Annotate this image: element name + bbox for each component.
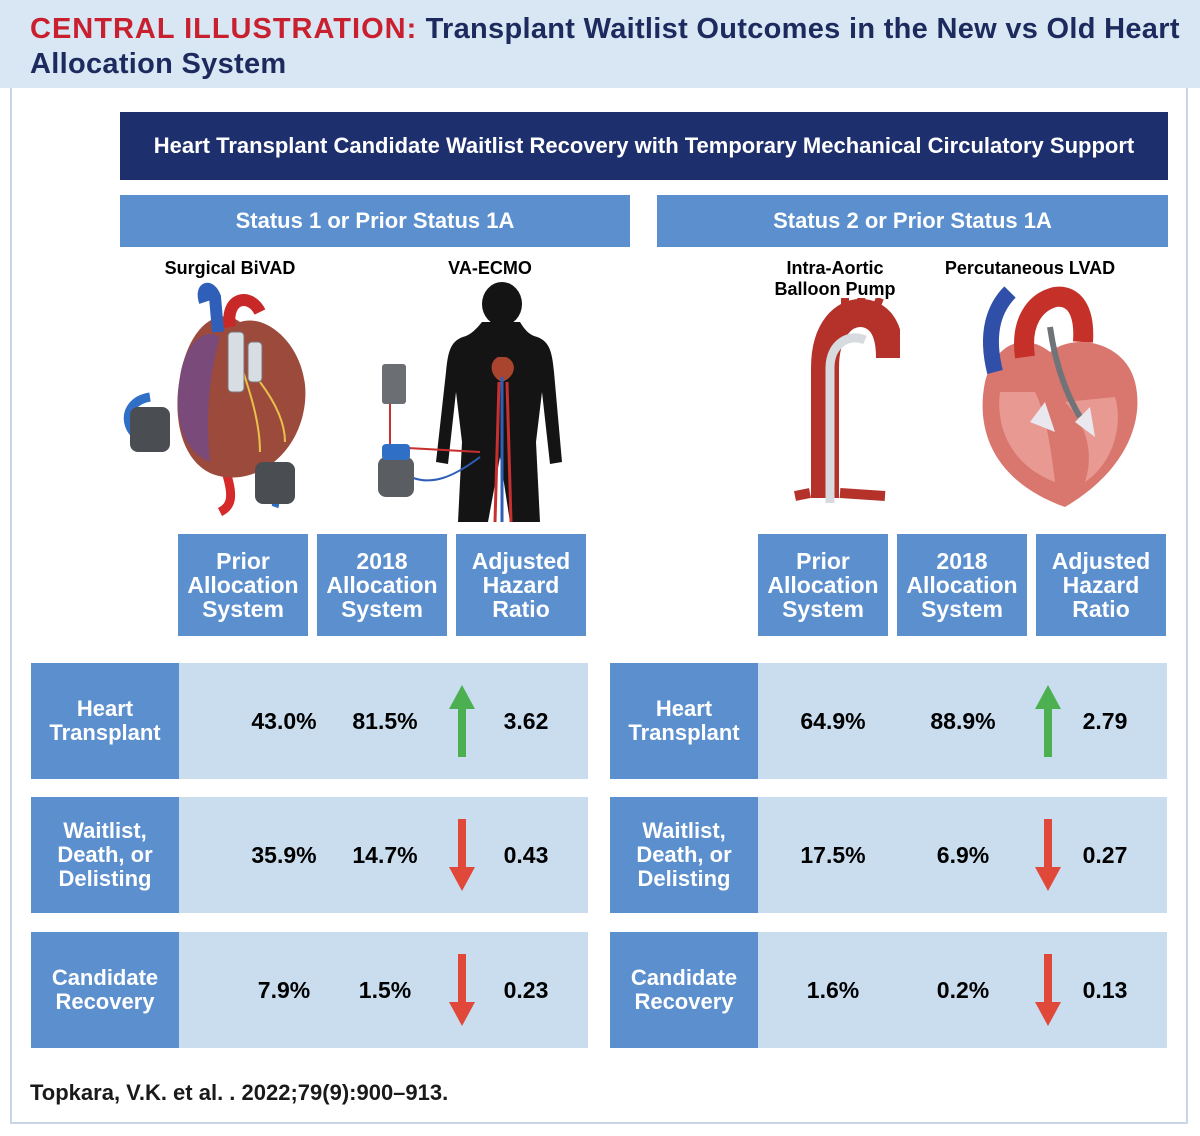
prior-value: 1.6% (806, 976, 860, 1003)
table-row: Candidate Recovery 1.6% 0.2% 0.13 (610, 932, 1167, 1048)
arrow-up-icon (1035, 685, 1061, 757)
main-banner: Heart Transplant Candidate Waitlist Reco… (120, 112, 1168, 180)
status-left: Status 1 or Prior Status 1A (120, 195, 630, 247)
hr-value: 0.43 (503, 841, 549, 868)
new-value: 6.9% (936, 841, 990, 868)
citation: Topkara, V.K. et al. . 2022;79(9):900–91… (30, 1080, 449, 1105)
prior-value: 17.5% (800, 841, 866, 868)
arrow-up-icon (449, 685, 475, 757)
plvad-heart-illustration (982, 286, 1138, 507)
iabp-aorta-illustration (794, 298, 900, 503)
device-label-bivad: Surgical BiVAD (164, 258, 296, 278)
status-right: Status 2 or Prior Status 1A (657, 195, 1168, 247)
table-row: Waitlist, Death, or Delisting 35.9% 14.7… (31, 797, 588, 913)
row-label: Waitlist, Death, or Delisting (31, 797, 179, 913)
table-row: Waitlist, Death, or Delisting 17.5% 6.9%… (610, 797, 1167, 913)
colhead-right-hr: Adjusted Hazard Ratio (1036, 534, 1166, 636)
header-text: CENTRAL ILLUSTRATION: Transplant Waitlis… (30, 12, 1180, 82)
header: CENTRAL ILLUSTRATION: Transplant Waitlis… (0, 0, 1200, 88)
bivad-heart-illustration (123, 282, 306, 517)
header-label: CENTRAL ILLUSTRATION: (30, 13, 418, 45)
arrow-down-icon (1035, 819, 1061, 891)
ecmo-body-illustration (378, 282, 562, 522)
new-value: 14.7% (352, 841, 418, 868)
colhead-left-prior: Prior Allocation System (178, 534, 308, 636)
hr-value: 3.62 (503, 707, 549, 734)
prior-value: 7.9% (257, 976, 311, 1003)
content-frame (10, 88, 1188, 1124)
prior-value: 43.0% (251, 707, 317, 734)
row-label: Waitlist, Death, or Delisting (610, 797, 758, 913)
row-label: Candidate Recovery (31, 932, 179, 1048)
new-value: 81.5% (352, 707, 418, 734)
hr-value: 0.13 (1082, 976, 1128, 1003)
table-row: Heart Transplant 43.0% 81.5% 3.62 (31, 663, 588, 779)
arrow-down-icon (449, 954, 475, 1026)
hr-value: 0.27 (1082, 841, 1128, 868)
hr-value: 2.79 (1082, 707, 1128, 734)
row-label: Heart Transplant (31, 663, 179, 779)
arrow-down-icon (449, 819, 475, 891)
colhead-right-2018: 2018 Allocation System (897, 534, 1027, 636)
colhead-left-2018: 2018 Allocation System (317, 534, 447, 636)
new-value: 88.9% (930, 707, 996, 734)
prior-value: 64.9% (800, 707, 866, 734)
table-row: Candidate Recovery 7.9% 1.5% 0.23 (31, 932, 588, 1048)
arrow-down-icon (1035, 954, 1061, 1026)
table-row: Heart Transplant 64.9% 88.9% 2.79 (610, 663, 1167, 779)
device-label-iabp: Intra-Aortic Balloon Pump (774, 258, 896, 299)
colhead-right-prior: Prior Allocation System (758, 534, 888, 636)
new-value: 0.2% (936, 976, 990, 1003)
row-label: Candidate Recovery (610, 932, 758, 1048)
prior-value: 35.9% (251, 841, 317, 868)
hr-value: 0.23 (503, 976, 549, 1003)
new-value: 1.5% (358, 976, 412, 1003)
header-title: Transplant Waitlist Outcomes in the New … (30, 13, 1180, 80)
device-label-plvad: Percutaneous LVAD (944, 258, 1116, 278)
device-label-ecmo: VA-ECMO (448, 258, 532, 278)
row-label: Heart Transplant (610, 663, 758, 779)
colhead-left-hr: Adjusted Hazard Ratio (456, 534, 586, 636)
